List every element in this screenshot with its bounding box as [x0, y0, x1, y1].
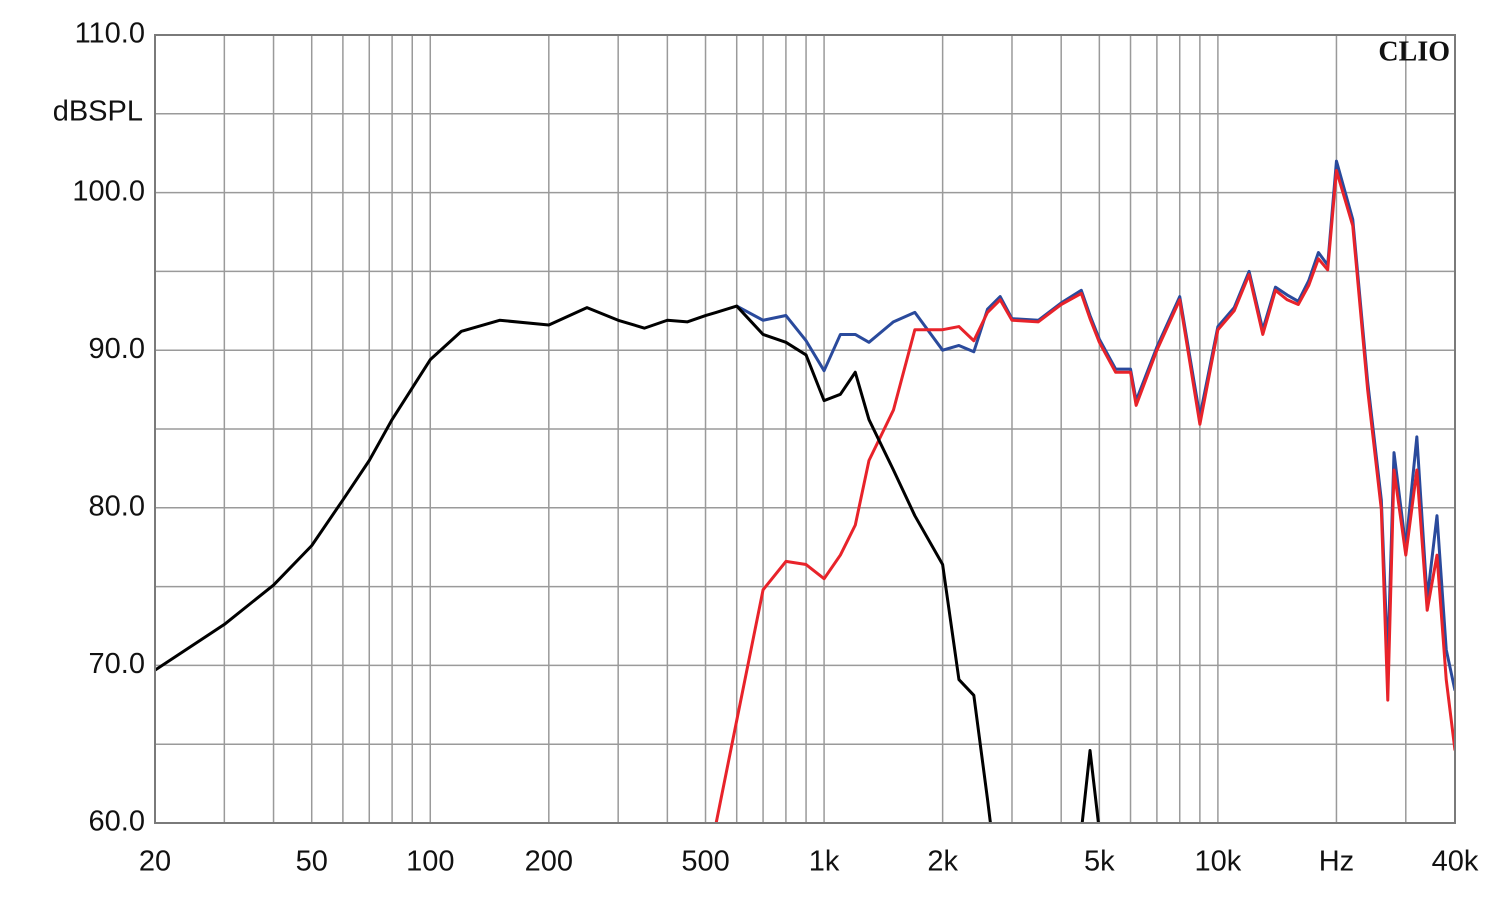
- x-tick-label: 5k: [1084, 846, 1115, 878]
- plot-frame: [154, 34, 1456, 824]
- x-tick-label: 20: [139, 846, 171, 878]
- y-axis-label: dBSPL: [53, 96, 143, 128]
- x-tick-label: 40k: [1432, 846, 1479, 878]
- y-tick-label: 100.0: [72, 175, 145, 207]
- x-tick-label: 200: [525, 846, 573, 878]
- y-tick-label: 90.0: [89, 333, 145, 365]
- y-tick-label: 80.0: [89, 490, 145, 522]
- x-tick-label: Hz: [1319, 846, 1354, 878]
- y-tick-label: 110.0: [75, 18, 145, 50]
- plot-lines: [155, 159, 1455, 823]
- x-tick-label: 1k: [809, 846, 840, 878]
- x-tick-label: 500: [681, 846, 729, 878]
- y-tick-label: 70.0: [89, 648, 145, 680]
- series-line: [714, 169, 1455, 823]
- x-tick-label: 50: [296, 846, 328, 878]
- grid: [154, 34, 1456, 824]
- x-tick-label: 100: [406, 846, 454, 878]
- series-line: [155, 304, 1100, 823]
- x-tick-label: 2k: [927, 846, 958, 878]
- annotation: CLIO: [1378, 36, 1450, 67]
- series-line: [735, 159, 1455, 691]
- y-tick-label: 60.0: [89, 806, 145, 838]
- x-tick-label: 10k: [1195, 846, 1242, 878]
